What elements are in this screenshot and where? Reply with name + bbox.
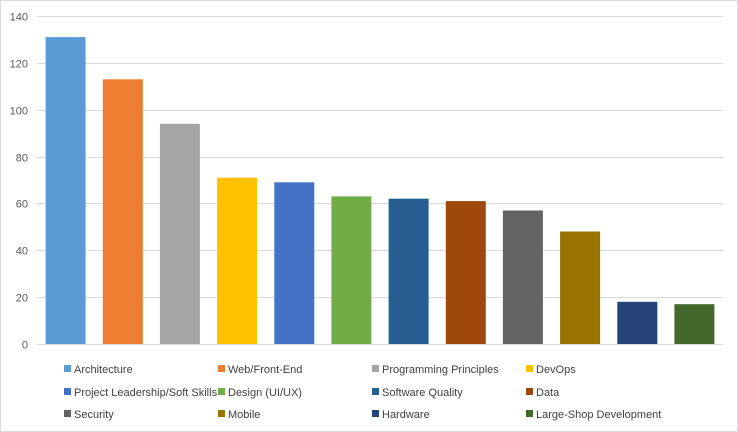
legend-label: Mobile: [228, 409, 260, 421]
legend-item: Large-Shop Development: [526, 409, 661, 421]
legend: Architecture Web/Front-End Programming Pri…: [64, 364, 661, 421]
legend-label: Hardware: [382, 409, 430, 421]
legend-label: Web/Front-End: [228, 364, 302, 376]
legend-swatch: [218, 410, 225, 417]
bar-devops: [217, 177, 258, 344]
bar-programming-principles: [159, 123, 200, 344]
legend-item: Project Leadership/Soft Skills: [64, 387, 218, 399]
y-tick-label: 40: [16, 246, 28, 258]
legend-label: Data: [536, 387, 560, 399]
legend-swatch: [64, 410, 71, 417]
legend-swatch: [526, 365, 533, 372]
bars: [45, 37, 715, 345]
bar-data: [445, 201, 486, 344]
legend-label: Software Quality: [382, 387, 463, 399]
legend-item: Web/Front-End: [218, 364, 302, 376]
legend-item: DevOps: [526, 364, 576, 376]
legend-label: Security: [74, 409, 114, 421]
y-tick-label: 80: [16, 153, 28, 165]
legend-label: Design (UI/UX): [228, 387, 302, 399]
legend-swatch: [372, 388, 379, 395]
legend-swatch: [372, 410, 379, 417]
legend-item: Security: [64, 409, 114, 421]
y-tick-label: 120: [10, 59, 28, 71]
bar-design-ui-ux: [331, 196, 372, 344]
legend-swatch: [218, 388, 225, 395]
legend-swatch: [526, 388, 533, 395]
legend-item: Programming Principles: [372, 364, 499, 376]
legend-label: DevOps: [536, 364, 576, 376]
legend-swatch: [64, 365, 71, 372]
legend-item: Architecture: [64, 364, 133, 376]
legend-item: Mobile: [218, 409, 260, 421]
legend-swatch: [218, 365, 225, 372]
legend-label: Project Leadership/Soft Skills: [74, 387, 218, 399]
bar-hardware: [617, 301, 658, 344]
legend-item: Design (UI/UX): [218, 387, 302, 399]
legend-item: Software Quality: [372, 387, 463, 399]
bar-mobile: [560, 231, 601, 344]
y-tick-label: 100: [10, 106, 28, 118]
y-tick-label: 60: [16, 199, 28, 211]
legend-swatch: [64, 388, 71, 395]
bar-web-front-end: [102, 79, 143, 345]
y-tick-label: 0: [22, 340, 28, 352]
legend-label: Large-Shop Development: [536, 409, 661, 421]
legend-item: Hardware: [372, 409, 430, 421]
y-tick-label: 20: [16, 293, 28, 305]
legend-swatch: [372, 365, 379, 372]
bar-large-shop-development: [674, 304, 715, 344]
y-axis-ticks: 0 20 40 60 80 100 120 140: [10, 12, 28, 352]
bar-security: [502, 210, 543, 344]
legend-item: Data: [526, 387, 560, 399]
bar-architecture: [45, 37, 86, 344]
legend-swatch: [526, 410, 533, 417]
gridlines: [37, 16, 723, 345]
legend-label: Programming Principles: [382, 364, 499, 376]
y-tick-label: 140: [10, 12, 28, 24]
bar-software-quality: [388, 198, 429, 344]
legend-label: Architecture: [74, 364, 133, 376]
bar-project-leadership-soft-skills: [274, 182, 315, 344]
